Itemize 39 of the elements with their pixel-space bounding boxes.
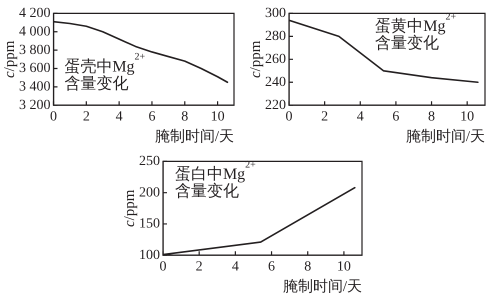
y-tick-label: 260: [265, 52, 286, 67]
x-tick-label: 10: [210, 109, 225, 124]
y-tick-label: 220: [265, 98, 286, 113]
x-tick-label: 8: [428, 109, 436, 124]
y-tick-label: 4 000: [19, 24, 50, 40]
y-tick-label: 200: [139, 185, 160, 200]
x-tick-label: 0: [50, 109, 57, 124]
x-tick-label: 4: [116, 109, 123, 124]
x-tick-label: 6: [268, 259, 276, 274]
x-tick-label: 8: [181, 109, 188, 124]
y-tick-label: 3 200: [19, 98, 50, 113]
x-axis-title: 腌制时间/天: [282, 278, 362, 295]
x-tick-label: 10: [336, 259, 351, 274]
x-tick-label: 0: [286, 109, 292, 124]
x-tick-label: 6: [148, 109, 156, 124]
y-tick-label: 250: [139, 154, 160, 170]
x-axis-title: 腌制时间/天: [154, 128, 234, 145]
y-tick-label: 4 200: [19, 6, 50, 22]
x-tick-label: 2: [321, 109, 328, 124]
x-tick-label: 0: [160, 259, 166, 274]
y-tick-label: 240: [265, 74, 286, 90]
x-axis-title: 腌制时间/天: [406, 128, 485, 145]
x-tick-label: 4: [232, 259, 239, 274]
y-tick-label: 100: [139, 248, 160, 263]
x-tick-label: 6: [392, 109, 400, 124]
y-axis-title: c/ppm: [122, 189, 138, 228]
y-axis-title: c/ppm: [2, 40, 18, 78]
y-tick-label: 3 600: [19, 61, 50, 76]
y-tick-label: 150: [139, 216, 160, 232]
x-tick-label: 8: [304, 259, 312, 274]
y-tick-label: 3 800: [19, 42, 50, 58]
y-tick-label: 300: [265, 6, 286, 22]
x-tick-label: 2: [82, 109, 90, 124]
x-tick-label: 4: [356, 109, 364, 124]
x-tick-label: 10: [460, 109, 474, 124]
x-tick-label: 2: [196, 259, 203, 274]
y-tick-label: 3 400: [19, 80, 50, 95]
y-tick-label: 280: [265, 29, 286, 44]
y-axis-title: c/ppm: [248, 40, 264, 78]
